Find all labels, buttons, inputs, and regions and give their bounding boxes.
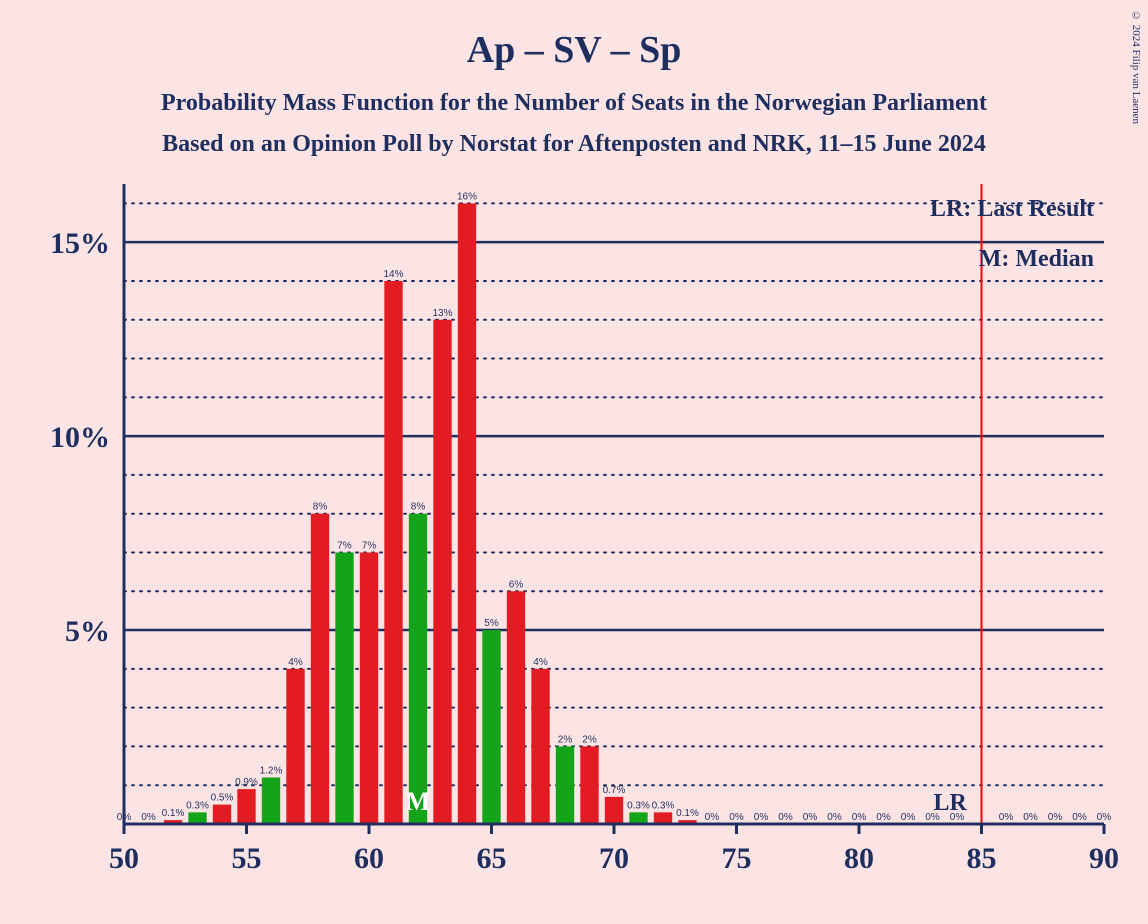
svg-text:10%: 10% <box>50 421 110 454</box>
svg-text:65: 65 <box>477 842 507 875</box>
svg-text:0%: 0% <box>1023 812 1038 823</box>
svg-text:0%: 0% <box>754 812 769 823</box>
pmf-bar-chart: 5%10%15%0%0%0.1%0.3%0.5%0.9%1.2%4%8%7%7%… <box>0 0 1148 924</box>
svg-text:75: 75 <box>722 842 752 875</box>
legend-last-result: LR: Last Result <box>930 196 1094 223</box>
svg-text:15%: 15% <box>50 227 110 260</box>
svg-text:4%: 4% <box>533 657 548 668</box>
svg-text:0.1%: 0.1% <box>162 808 185 819</box>
svg-text:0%: 0% <box>729 812 744 823</box>
svg-text:0.3%: 0.3% <box>627 800 650 811</box>
svg-text:0.3%: 0.3% <box>652 800 675 811</box>
svg-text:0%: 0% <box>705 812 720 823</box>
svg-text:0%: 0% <box>852 812 867 823</box>
svg-text:0%: 0% <box>1048 812 1063 823</box>
svg-text:0%: 0% <box>1097 812 1112 823</box>
svg-text:55: 55 <box>232 842 262 875</box>
svg-text:8%: 8% <box>411 502 426 513</box>
svg-text:8%: 8% <box>313 502 328 513</box>
svg-text:0%: 0% <box>803 812 818 823</box>
lr-axis-label: LR <box>934 790 967 817</box>
svg-text:70: 70 <box>599 842 629 875</box>
svg-text:0.3%: 0.3% <box>186 800 209 811</box>
svg-text:5%: 5% <box>65 615 110 648</box>
svg-text:50: 50 <box>109 842 139 875</box>
svg-text:60: 60 <box>354 842 384 875</box>
svg-text:0%: 0% <box>999 812 1014 823</box>
svg-text:5%: 5% <box>484 618 499 629</box>
svg-text:0.7%: 0.7% <box>603 785 626 796</box>
svg-text:13%: 13% <box>432 308 452 319</box>
svg-text:0%: 0% <box>778 812 793 823</box>
svg-text:85: 85 <box>967 842 997 875</box>
svg-text:0%: 0% <box>1072 812 1087 823</box>
svg-text:0%: 0% <box>141 812 156 823</box>
svg-text:4%: 4% <box>288 657 303 668</box>
svg-text:14%: 14% <box>383 269 403 280</box>
svg-text:1.2%: 1.2% <box>260 765 283 776</box>
svg-text:0%: 0% <box>876 812 891 823</box>
svg-text:0.1%: 0.1% <box>676 808 699 819</box>
svg-text:7%: 7% <box>337 540 352 551</box>
legend-median: M: Median <box>979 246 1094 273</box>
svg-text:2%: 2% <box>582 734 597 745</box>
svg-text:0%: 0% <box>827 812 842 823</box>
svg-text:0.5%: 0.5% <box>211 793 234 804</box>
svg-text:6%: 6% <box>509 579 524 590</box>
svg-text:2%: 2% <box>558 734 573 745</box>
svg-text:M: M <box>406 787 431 816</box>
svg-text:80: 80 <box>844 842 874 875</box>
svg-text:90: 90 <box>1089 842 1119 875</box>
svg-text:16%: 16% <box>457 191 477 202</box>
svg-text:0%: 0% <box>901 812 916 823</box>
svg-text:0.9%: 0.9% <box>235 777 258 788</box>
svg-text:7%: 7% <box>362 540 377 551</box>
